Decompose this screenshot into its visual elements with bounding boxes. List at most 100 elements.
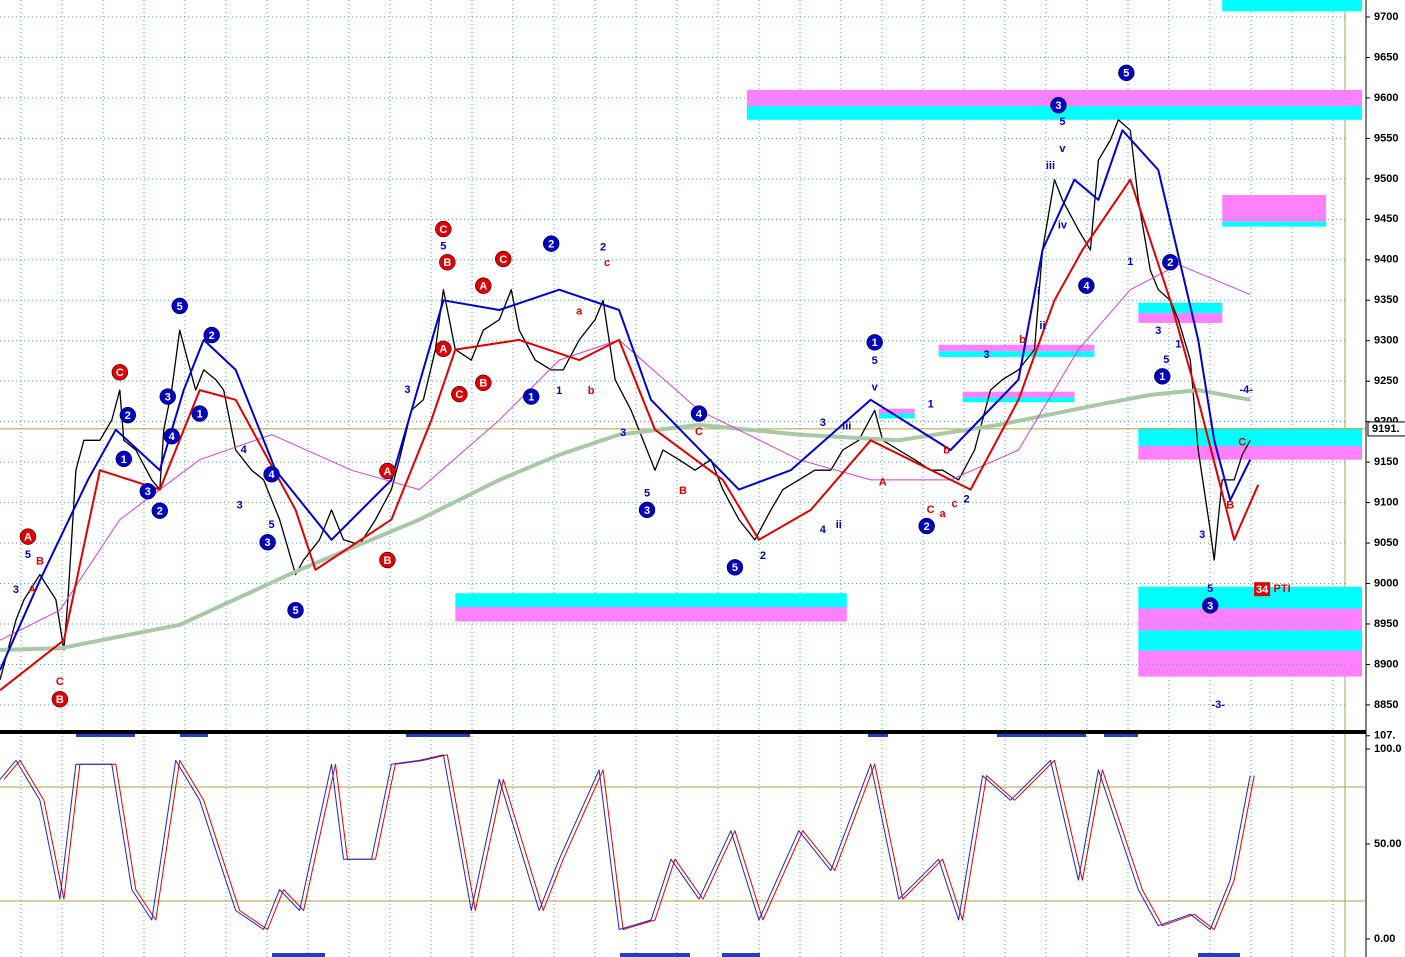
target-zone [455,606,847,622]
wave-label: 5 [293,605,299,617]
y-tick-label: 100.0 [1374,743,1402,755]
y-tick-label: 9050 [1374,537,1398,549]
series-line [0,178,1260,692]
wave-label: 3 [983,349,989,361]
wave-marker [439,253,456,271]
wave-marker [866,334,883,351]
wave-marker [119,406,137,424]
wave-label: C [455,389,463,401]
wave-marker [690,405,708,422]
wave-label: 3 [404,384,410,396]
marker [180,734,208,737]
target-zone [1138,630,1363,651]
wave-label: 2 [1167,257,1173,269]
last-price-label: 9191. [1372,423,1400,435]
wave-label: C [695,426,703,438]
wave-label: 2 [964,493,970,505]
wave-label: 3 [620,427,626,439]
wave-marker [1118,64,1135,82]
wave-label: B [1226,500,1234,512]
wave-label: 4 [696,408,703,420]
y-tick-label: 0.00 [1374,933,1395,945]
target-zone [1138,650,1363,677]
wave-label: 1 [121,454,127,466]
period-markers [76,734,1240,957]
wave-label: C [439,224,447,236]
y-tick-label: 9450 [1374,213,1398,225]
target-zone [938,344,1095,352]
wave-label: C [499,254,507,266]
wave-label: b [588,385,595,397]
target-zone [938,351,1095,357]
wave-marker [159,388,177,405]
wave-marker [171,297,188,315]
wave-label: 1 [528,391,534,403]
wave-label: 2 [600,242,606,254]
wave-marker [287,601,304,619]
wave-label: b [1019,334,1026,346]
y-tick-label: 8850 [1374,699,1398,711]
wave-marker [51,690,69,708]
wave-label: B [679,485,687,497]
y-tick-label: 8950 [1374,618,1398,630]
wave-label: 3 [165,391,171,403]
wave-label: 3 [1199,529,1205,541]
y-tick-label: 9350 [1374,294,1398,306]
target-zone [1222,221,1327,227]
box-label: 34 [1256,584,1269,596]
wave-label: C [927,504,935,516]
wave-label: 4 [820,524,827,536]
y-tick-label: 9600 [1374,92,1398,104]
target-zone [1138,608,1363,631]
wave-marker [139,483,157,500]
wave-label: ii [836,519,842,531]
panel: 107.100.0 50.00 0.00 [0,730,1402,945]
target-zone [455,593,847,607]
target-zone [1222,0,1363,12]
target-zone [1138,302,1223,314]
wave-marker [638,501,656,519]
wave-label: B [383,555,391,567]
wave-label: 1 [556,385,562,397]
y-tick-label: 9300 [1374,335,1398,347]
y-tick-label: 8900 [1374,658,1398,670]
wave-label: 5 [1123,68,1129,80]
wave-label: 3 [1055,100,1061,112]
wave-label: A [24,531,32,543]
wave-label: A [479,281,487,293]
wave-label: 2 [125,410,131,422]
wave-marker [1154,368,1171,385]
wave-label: 1 [1175,339,1181,351]
wave-label: ii [1039,320,1045,332]
wave-marker [191,405,208,422]
wave-label: 5 [440,241,446,253]
target-zone [962,391,1075,398]
y-tick-label: 107. [1374,730,1395,742]
y-tick-label: 9550 [1374,132,1398,144]
panel: 8850890089509000905091009150920092509300… [0,0,1405,711]
target-zone [1138,428,1363,446]
target-zone [1138,445,1363,460]
wave-label: 3 [644,505,650,517]
wave-label: 1 [872,337,878,349]
wave-label: 4 [241,444,248,456]
wave-label: -4- [1239,384,1253,396]
wave-label: 2 [548,239,554,251]
wave-label: 5 [25,549,31,561]
wave-label: c [604,257,610,269]
target-zone [1222,195,1327,222]
series-line [0,754,1251,930]
y-tick-label: 9700 [1374,11,1398,23]
wave-label: 5 [732,562,738,574]
wave-label: 3 [265,537,271,549]
wave-marker [263,466,280,483]
wave-label: 4 [1083,281,1090,293]
series-line [0,388,1251,652]
wave-label: a [576,305,583,317]
wave-marker [475,374,492,392]
wave-marker [163,427,180,445]
wave-label: 3 [13,584,19,596]
y-tick-label: 9000 [1374,577,1398,589]
wave-marker [259,533,276,551]
wave-marker [151,502,169,519]
